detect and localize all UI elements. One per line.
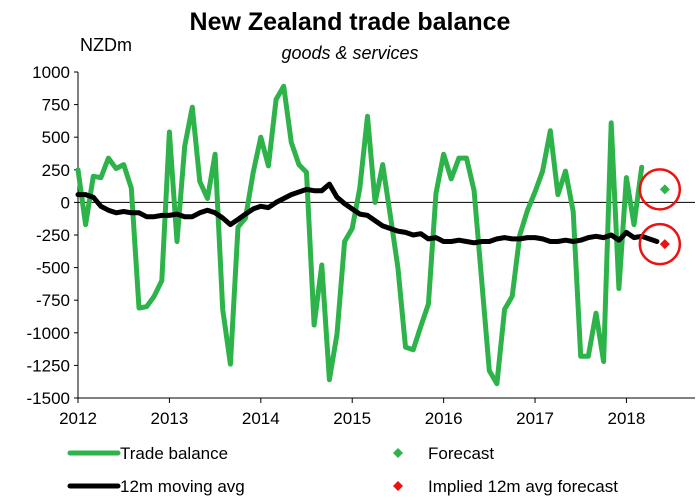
- y-tick-label: 0: [61, 193, 70, 212]
- y-tick-label: 500: [42, 128, 70, 147]
- axes: 1000 750 500 250 0 -250 -500 -750 -1000 -1250 -150…: [27, 63, 695, 428]
- x-tick-label: 2017: [516, 409, 554, 428]
- x-tick-label: 2015: [333, 409, 371, 428]
- series-layer: [75, 83, 660, 387]
- y-tick-label: -750: [36, 291, 70, 310]
- legend-swatch: [393, 448, 403, 458]
- forecast-layer: [638, 168, 682, 266]
- highlight-circle: [638, 168, 682, 211]
- x-tick-label: 2012: [59, 409, 97, 428]
- implied-avg-forecast-marker: [659, 239, 670, 250]
- y-tick-label: 1000: [32, 63, 70, 82]
- legend-label: 12m moving avg: [120, 477, 245, 496]
- legend: Trade balance 12m moving avg Forecast Impli…: [67, 444, 618, 496]
- y-tick-label: -1500: [27, 389, 70, 408]
- series-line-trade-balance: [75, 83, 645, 387]
- x-tick-label: 2013: [150, 409, 188, 428]
- y-tick-label: -1250: [27, 356, 70, 375]
- legend-label: Implied 12m avg forecast: [428, 477, 618, 496]
- series-line-moving-avg: [75, 181, 660, 246]
- x-tick-label: 2018: [608, 409, 646, 428]
- legend-label: Forecast: [428, 444, 494, 463]
- x-tick-label: 2016: [425, 409, 463, 428]
- forecast-marker: [659, 184, 670, 195]
- y-axis-unit-label: NZDm: [80, 35, 132, 55]
- x-tick-label: 2014: [242, 409, 280, 428]
- y-tick-label: -1000: [27, 324, 70, 343]
- highlight-circle: [638, 222, 682, 266]
- legend-swatch: [393, 481, 403, 491]
- y-tick-label: 250: [42, 161, 70, 180]
- y-tick-label: 750: [42, 96, 70, 115]
- chart-title: New Zealand trade balance: [189, 8, 511, 36]
- y-tick-label: -500: [36, 259, 70, 278]
- legend-label: Trade balance: [120, 444, 228, 463]
- y-tick-label: -250: [36, 226, 70, 245]
- chart-subtitle: goods & services: [281, 43, 419, 63]
